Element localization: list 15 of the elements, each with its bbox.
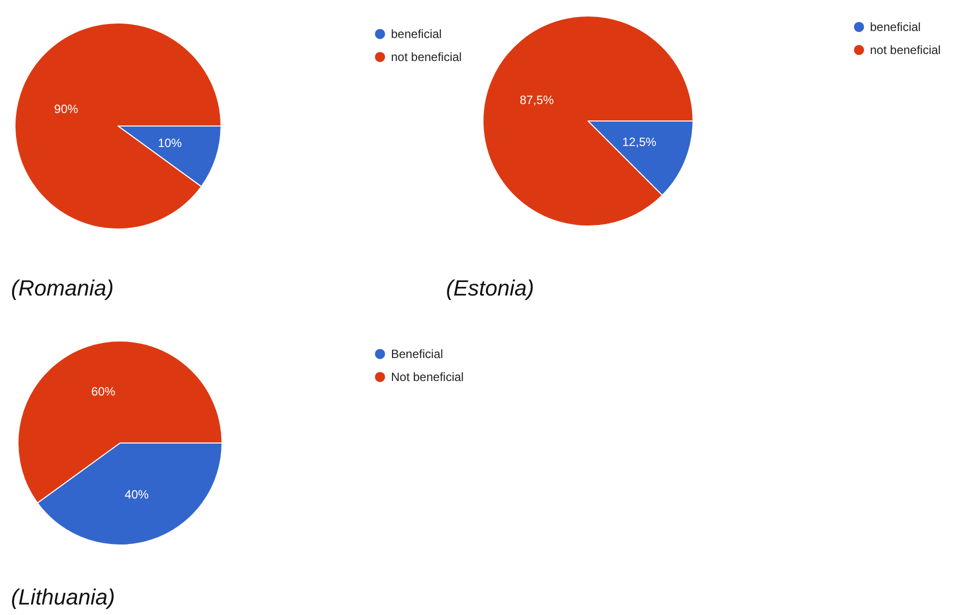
text: (Estonia) bbox=[446, 276, 534, 300]
legend-label: not beneficial bbox=[391, 50, 462, 64]
data-label: 12,5% bbox=[622, 135, 657, 150]
legend-label: beneficial bbox=[391, 27, 442, 41]
data-label: 87,5% bbox=[520, 92, 554, 107]
text: (Lithuania) bbox=[11, 584, 115, 610]
data-label: 60% bbox=[91, 384, 116, 399]
data-label: 40% bbox=[124, 487, 150, 502]
data-label: 10% bbox=[158, 136, 182, 150]
legend-label: beneficial bbox=[870, 20, 921, 34]
legend-label: not beneficial bbox=[870, 43, 941, 57]
legend-label: Beneficial bbox=[391, 347, 444, 361]
text: (Romania) bbox=[11, 276, 114, 300]
data-label: 90% bbox=[54, 102, 78, 116]
legend-label: Not beneficial bbox=[391, 370, 464, 384]
